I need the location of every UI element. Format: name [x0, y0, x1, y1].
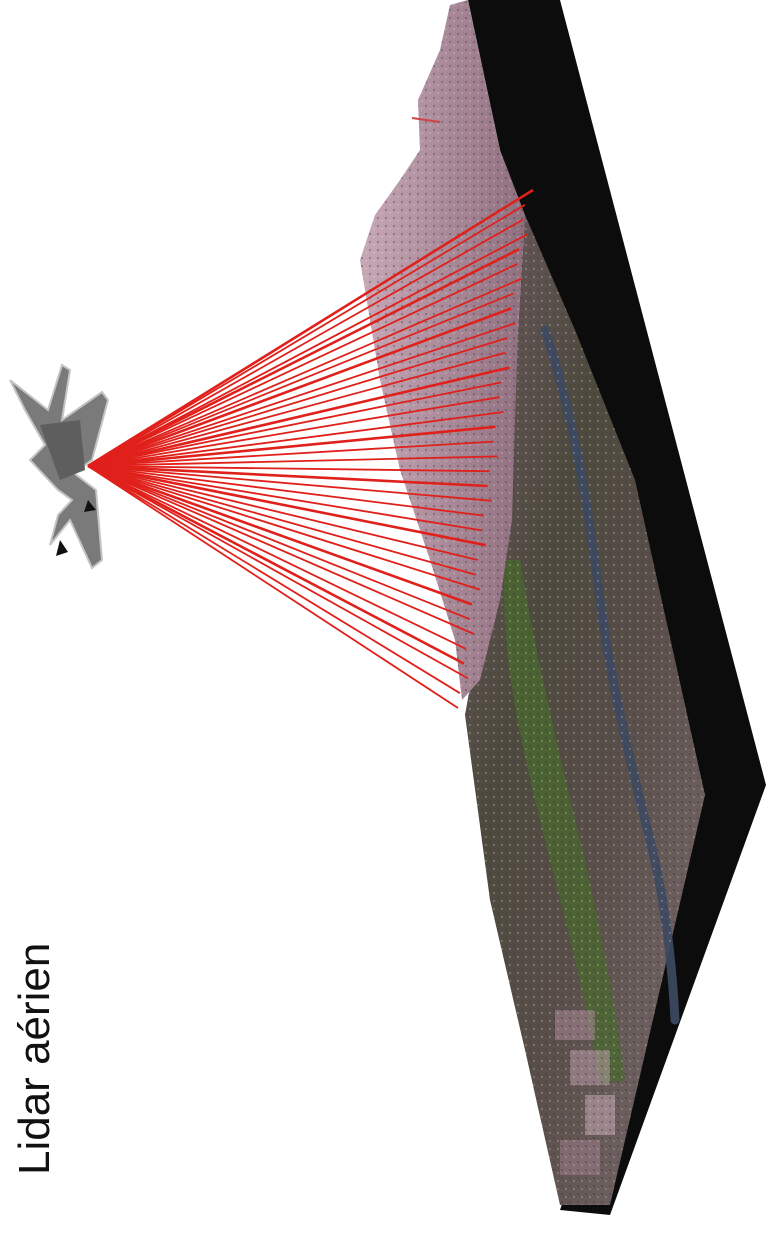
laser-beam: [87, 465, 467, 650]
survey-mast: [411, 117, 441, 123]
laser-beam: [87, 455, 498, 467]
terrain-base: [468, 0, 766, 1215]
laser-beam: [87, 465, 492, 502]
laser-beam: [87, 381, 502, 467]
airplane-icon: [9, 363, 110, 570]
laser-beam: [87, 292, 514, 467]
laser-beam: [87, 465, 478, 561]
laser-beam: [87, 277, 522, 467]
laser-beam: [87, 465, 471, 621]
laser-beam: [87, 465, 481, 591]
laser-beam: [87, 440, 494, 467]
point-cloud-texture: [360, 0, 525, 700]
laser-beam: [87, 188, 534, 468]
laser-beam: [87, 248, 520, 468]
laser-beam: [87, 465, 469, 680]
laser-beam: [87, 465, 476, 576]
laser-beam: [87, 465, 459, 709]
laser-beam: [87, 204, 526, 467]
laser-beam: [87, 465, 461, 694]
laser-beam: [87, 465, 484, 517]
laser-beam: [87, 233, 528, 467]
laser-beam: [87, 464, 473, 606]
laser-beam: [87, 464, 465, 665]
laser-beam: [87, 464, 488, 488]
laser-beam: [87, 425, 496, 468]
laser-beam: [87, 465, 482, 532]
laser-beam: [87, 337, 508, 467]
laser-beams: [87, 188, 534, 709]
caption-text: Lidar aérien: [10, 942, 59, 1175]
laser-beam: [87, 322, 516, 467]
laser-beam: [87, 464, 486, 547]
laser-beam: [87, 351, 506, 467]
laser-beam: [87, 307, 512, 468]
laser-beam: [87, 465, 475, 635]
laser-beam: [87, 465, 490, 473]
laser-beam: [87, 366, 510, 468]
laser-beam: [87, 218, 524, 467]
laser-beam: [87, 411, 504, 467]
laser-beam: [87, 396, 500, 467]
orthophoto-texture: [465, 215, 705, 1205]
laser-beam: [87, 263, 518, 467]
